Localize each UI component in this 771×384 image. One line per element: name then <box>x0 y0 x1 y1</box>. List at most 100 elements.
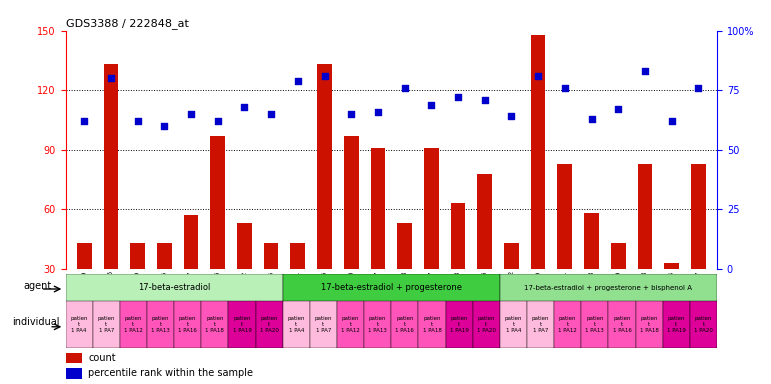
Bar <box>364 301 392 348</box>
Point <box>585 116 598 122</box>
Text: 17-beta-estradiol + progesterone: 17-beta-estradiol + progesterone <box>321 283 462 292</box>
Bar <box>344 136 359 269</box>
Text: agent: agent <box>23 281 51 291</box>
Text: patien
t
1 PA16: patien t 1 PA16 <box>178 316 197 333</box>
Text: patien
t
1 PA18: patien t 1 PA18 <box>640 316 658 333</box>
Bar <box>183 215 198 269</box>
Point <box>612 106 625 113</box>
Text: patien
t
1 PA13: patien t 1 PA13 <box>151 316 170 333</box>
Bar <box>554 301 581 348</box>
Bar <box>337 301 364 348</box>
Point <box>399 85 411 91</box>
Bar <box>283 274 500 301</box>
Text: individual: individual <box>12 317 59 327</box>
Bar <box>77 243 92 269</box>
Text: percentile rank within the sample: percentile rank within the sample <box>89 368 254 378</box>
Point <box>479 97 491 103</box>
Point <box>78 118 90 124</box>
Point <box>291 78 304 84</box>
Point <box>265 111 278 117</box>
Bar <box>93 301 120 348</box>
Point <box>452 94 464 101</box>
Text: patien
t
1 PA12: patien t 1 PA12 <box>341 316 360 333</box>
Bar <box>500 301 527 348</box>
Text: patien
t
1 PA13: patien t 1 PA13 <box>585 316 604 333</box>
Bar <box>527 301 554 348</box>
Bar <box>663 301 690 348</box>
Point <box>158 123 170 129</box>
Bar <box>317 65 332 269</box>
Text: patien
t
1 PA12: patien t 1 PA12 <box>558 316 577 333</box>
Point <box>692 85 705 91</box>
Bar <box>638 164 652 269</box>
Point <box>559 85 571 91</box>
Bar <box>392 301 419 348</box>
Bar <box>477 174 492 269</box>
Text: patien
t
1 PA19: patien t 1 PA19 <box>449 316 469 333</box>
Bar <box>397 223 412 269</box>
Text: patien
t
1 PA4: patien t 1 PA4 <box>505 316 522 333</box>
Point <box>318 73 331 79</box>
Bar <box>228 301 255 348</box>
Point <box>238 104 251 110</box>
Text: patien
t
1 PA7: patien t 1 PA7 <box>97 316 115 333</box>
Bar <box>611 243 625 269</box>
Bar <box>130 243 145 269</box>
Point <box>105 75 117 81</box>
Bar <box>690 301 717 348</box>
Bar <box>665 263 679 269</box>
Text: patien
t
1 PA19: patien t 1 PA19 <box>233 316 251 333</box>
Bar <box>504 243 519 269</box>
Text: patien
t
1 PA20: patien t 1 PA20 <box>260 316 278 333</box>
Bar <box>210 136 225 269</box>
Bar <box>451 204 466 269</box>
Bar <box>581 301 608 348</box>
Point <box>185 111 197 117</box>
Point <box>505 113 517 119</box>
Text: patien
t
1 PA7: patien t 1 PA7 <box>315 316 332 333</box>
Bar <box>371 148 386 269</box>
Bar <box>66 301 93 348</box>
Point <box>638 68 651 74</box>
Text: patien
t
1 PA7: patien t 1 PA7 <box>532 316 549 333</box>
Bar <box>691 164 705 269</box>
Text: patien
t
1 PA4: patien t 1 PA4 <box>70 316 88 333</box>
Bar <box>310 301 337 348</box>
Bar <box>291 243 305 269</box>
Text: patien
t
1 PA18: patien t 1 PA18 <box>423 316 442 333</box>
Bar <box>500 274 717 301</box>
Text: patien
t
1 PA4: patien t 1 PA4 <box>288 316 305 333</box>
Bar <box>147 301 174 348</box>
Bar <box>255 301 283 348</box>
Bar <box>419 301 446 348</box>
Bar <box>66 353 82 363</box>
Point <box>345 111 358 117</box>
Bar <box>264 243 278 269</box>
Bar <box>66 274 283 301</box>
Bar <box>446 301 473 348</box>
Point <box>132 118 144 124</box>
Text: patien
t
1 PA19: patien t 1 PA19 <box>667 316 685 333</box>
Point <box>372 109 384 115</box>
Text: patien
t
1 PA16: patien t 1 PA16 <box>396 316 414 333</box>
Text: patien
t
1 PA20: patien t 1 PA20 <box>694 316 713 333</box>
Bar <box>283 301 310 348</box>
Bar <box>584 213 599 269</box>
Point <box>425 101 437 108</box>
Point <box>665 118 678 124</box>
Bar <box>157 243 172 269</box>
Bar <box>103 65 118 269</box>
Point <box>532 73 544 79</box>
Bar <box>201 301 228 348</box>
Text: 17-beta-estradiol: 17-beta-estradiol <box>138 283 210 292</box>
Text: patien
t
1 PA20: patien t 1 PA20 <box>476 316 496 333</box>
Bar <box>424 148 439 269</box>
Bar <box>473 301 500 348</box>
Text: 17-beta-estradiol + progesterone + bisphenol A: 17-beta-estradiol + progesterone + bisph… <box>524 285 692 291</box>
Text: patien
t
1 PA12: patien t 1 PA12 <box>124 316 143 333</box>
Bar <box>66 368 82 379</box>
Bar <box>635 301 663 348</box>
Text: patien
t
1 PA16: patien t 1 PA16 <box>613 316 631 333</box>
Bar <box>120 301 147 348</box>
Text: count: count <box>89 353 116 363</box>
